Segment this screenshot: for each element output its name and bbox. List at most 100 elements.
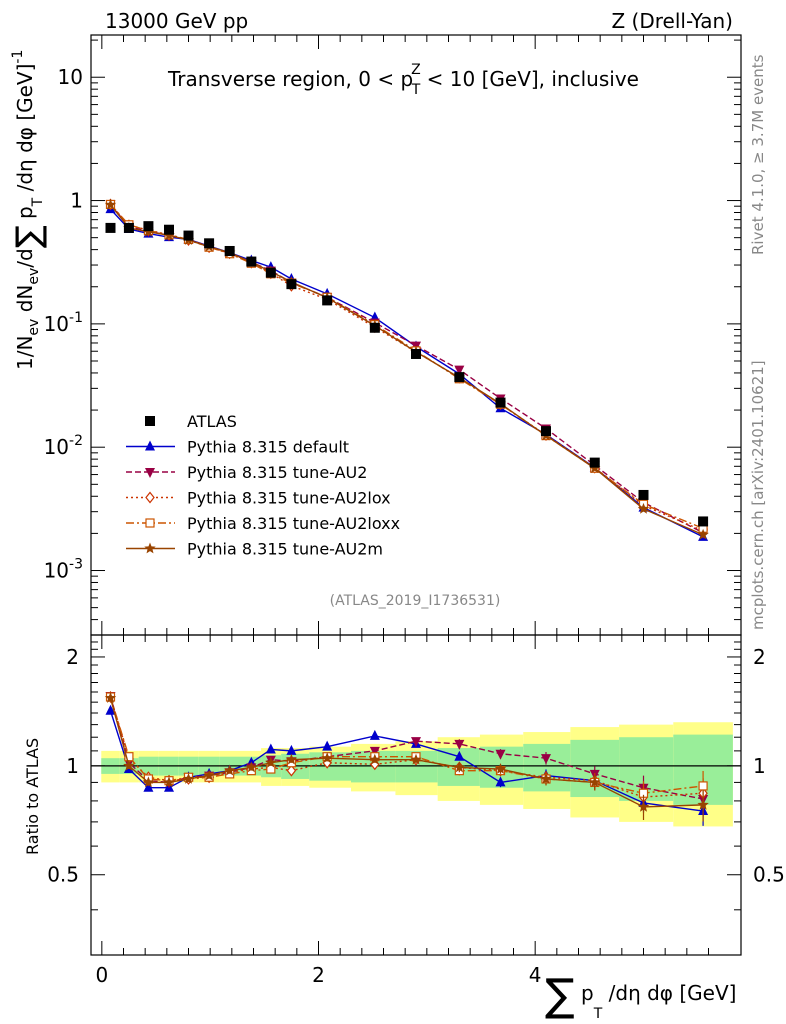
legend-marker — [145, 440, 155, 451]
data-point — [246, 256, 257, 267]
data-point — [411, 348, 421, 359]
data-point — [123, 759, 135, 771]
data-point — [638, 489, 649, 500]
data-point — [142, 225, 155, 237]
rivet-label: Rivet 4.1.0, ≥ 3.7M events — [749, 54, 767, 255]
legend-marker — [145, 518, 155, 528]
data-point — [286, 744, 297, 755]
data-point — [541, 426, 551, 437]
legend-marker — [145, 416, 155, 426]
x-tick-label: 4 — [529, 963, 542, 987]
data-point — [286, 764, 297, 777]
data-point — [369, 729, 380, 740]
data-point — [265, 756, 277, 768]
legend-marker — [145, 491, 155, 504]
legend-label: Pythia 8.315 tune-AU2lox — [187, 489, 391, 508]
x-axis-label: ∑ pT /dη dφ [GeV] — [545, 970, 736, 1022]
data-point — [454, 739, 465, 750]
data-point — [697, 528, 709, 540]
data-point — [245, 761, 257, 773]
legend-label: Pythia 8.315 default — [187, 438, 349, 457]
data-point — [224, 245, 235, 256]
legend-label: ATLAS — [187, 412, 237, 431]
data-point — [495, 749, 506, 760]
data-point — [265, 743, 276, 754]
data-point — [204, 238, 215, 249]
main-panel: 10-3 10-2 10-1 1 10 — [44, 34, 742, 636]
data-point — [454, 750, 465, 761]
y-axis-label: 1/Nev dNev/d∑ pT /dη dφ [GeV]-1 — [9, 50, 49, 370]
data-point — [164, 224, 174, 235]
data-point — [411, 737, 421, 748]
data-point — [454, 372, 465, 383]
data-point — [322, 295, 333, 306]
legend: ATLAS Pythia 8.315 default Pythia 8.315 tu… — [126, 412, 400, 559]
process-label: Z (Drell-Yan) — [611, 9, 733, 33]
y-tick-label: 10-1 — [44, 310, 83, 336]
data-point — [589, 462, 601, 474]
data-point — [494, 763, 507, 774]
legend-marker — [144, 542, 156, 554]
ratio-tick-label: 2 — [753, 645, 766, 669]
ratio-panel: 0.5 0.5 1 1 2 2 — [47, 634, 785, 956]
y-tick-label: 1 — [70, 189, 83, 213]
data-point — [369, 322, 380, 333]
data-point — [410, 753, 422, 765]
legend-marker — [145, 468, 155, 478]
data-point — [589, 457, 600, 468]
data-point — [637, 502, 650, 514]
data-point — [203, 769, 215, 781]
data-point — [265, 267, 276, 278]
data-point — [143, 781, 154, 792]
data-point — [285, 753, 298, 765]
data-point — [454, 365, 465, 376]
ratio-tick-label: 2 — [66, 645, 79, 669]
data-point — [541, 754, 551, 765]
data-point — [286, 279, 297, 290]
ratio-axis-label: Ratio to ATLAS — [23, 738, 42, 855]
ratio-frame-box — [90, 634, 742, 956]
series-3-main — [105, 198, 708, 537]
data-point — [142, 776, 155, 788]
analysis-id: (ATLAS_2019_I1736531) — [330, 593, 501, 609]
data-point — [589, 776, 601, 788]
data-point — [104, 692, 117, 703]
data-point — [182, 773, 195, 784]
data-point — [369, 753, 381, 765]
data-point — [163, 776, 175, 788]
data-point — [453, 761, 465, 773]
legend-label: Pythia 8.315 tune-AU2 — [187, 463, 367, 482]
data-point — [163, 229, 175, 241]
region-title: Transverse region, 0 < pZ T < 10 [GeV], i… — [167, 62, 639, 98]
data-point — [322, 740, 333, 751]
series-line — [109, 204, 704, 536]
legend-label: Pythia 8.315 tune-AU2loxx — [187, 514, 400, 533]
data-point — [369, 746, 380, 757]
data-point — [224, 764, 236, 776]
data-point — [540, 773, 552, 784]
atlas-data — [105, 221, 709, 527]
legend-label: Pythia 8.315 tune-AU2m — [187, 540, 383, 559]
x-tick-label: 2 — [312, 963, 325, 987]
data-point — [105, 222, 116, 233]
data-point — [123, 222, 134, 233]
ratio-tick-label: 0.5 — [753, 863, 785, 887]
ratio-tick-label: 1 — [66, 754, 79, 778]
data-point — [697, 798, 709, 810]
data-point — [495, 397, 506, 408]
ratio-tick-label: 1 — [753, 754, 766, 778]
data-point — [105, 704, 116, 715]
beam-label: 13000 GeV pp — [105, 9, 248, 33]
data-point — [495, 776, 506, 787]
data-point — [183, 230, 194, 241]
series-5-ratio — [104, 692, 709, 822]
data-point — [637, 800, 650, 812]
y-tick-label: 10 — [58, 65, 83, 89]
data-point — [321, 752, 333, 763]
x-tick-label: 0 — [95, 963, 108, 987]
ratio-tick-label: 0.5 — [47, 863, 79, 887]
y-tick-label: 10-3 — [44, 557, 83, 583]
y-tick-label: 10-2 — [44, 433, 83, 459]
data-point — [698, 516, 709, 527]
